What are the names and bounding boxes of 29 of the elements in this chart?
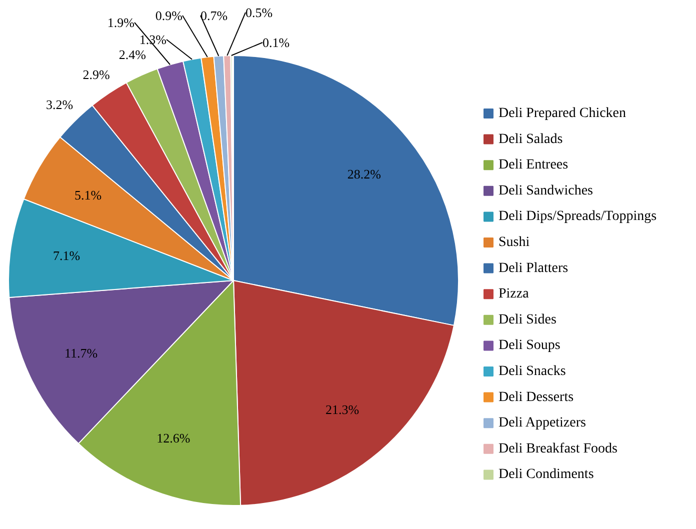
data-label: 21.3% — [325, 402, 360, 418]
legend-label: Deli Snacks — [498, 364, 566, 379]
data-label: 7.1% — [53, 248, 80, 264]
data-label: 0.9% — [155, 8, 183, 23]
data-label: 0.5% — [246, 5, 273, 20]
data-label: 0.7% — [200, 8, 228, 23]
data-label: 28.2% — [347, 166, 382, 182]
legend-label: Deli Entrees — [498, 158, 568, 173]
legend-label: Pizza — [498, 286, 530, 302]
legend-label: Deli Appetizers — [498, 416, 586, 431]
legend-label: Deli Sides — [498, 312, 556, 328]
data-label: 3.2% — [46, 96, 74, 112]
data-label: 0.1% — [262, 35, 290, 50]
legend-label: Deli Salads — [498, 132, 563, 147]
legend-label: Deli Breakfast Foods — [498, 441, 618, 456]
legend-label: Deli Dips/Spreads/Toppings — [498, 209, 657, 224]
legend-label: Deli Sandwiches — [498, 183, 593, 198]
data-label: 2.4% — [118, 47, 146, 62]
data-label: 5.1% — [74, 188, 102, 203]
legend-label: Deli Prepared Chicken — [498, 106, 626, 121]
legend-label: Deli Platters — [498, 260, 568, 276]
legend-label: Deli Soups — [498, 338, 560, 354]
legend-label: Sushi — [498, 235, 530, 250]
data-label: 11.7% — [64, 345, 98, 360]
legend-label: Deli Condiments — [498, 467, 594, 482]
data-label: 2.9% — [82, 66, 110, 82]
legend-label: Deli Desserts — [498, 390, 574, 405]
data-label: 1.9% — [107, 15, 135, 30]
data-label: 12.6% — [156, 430, 190, 446]
